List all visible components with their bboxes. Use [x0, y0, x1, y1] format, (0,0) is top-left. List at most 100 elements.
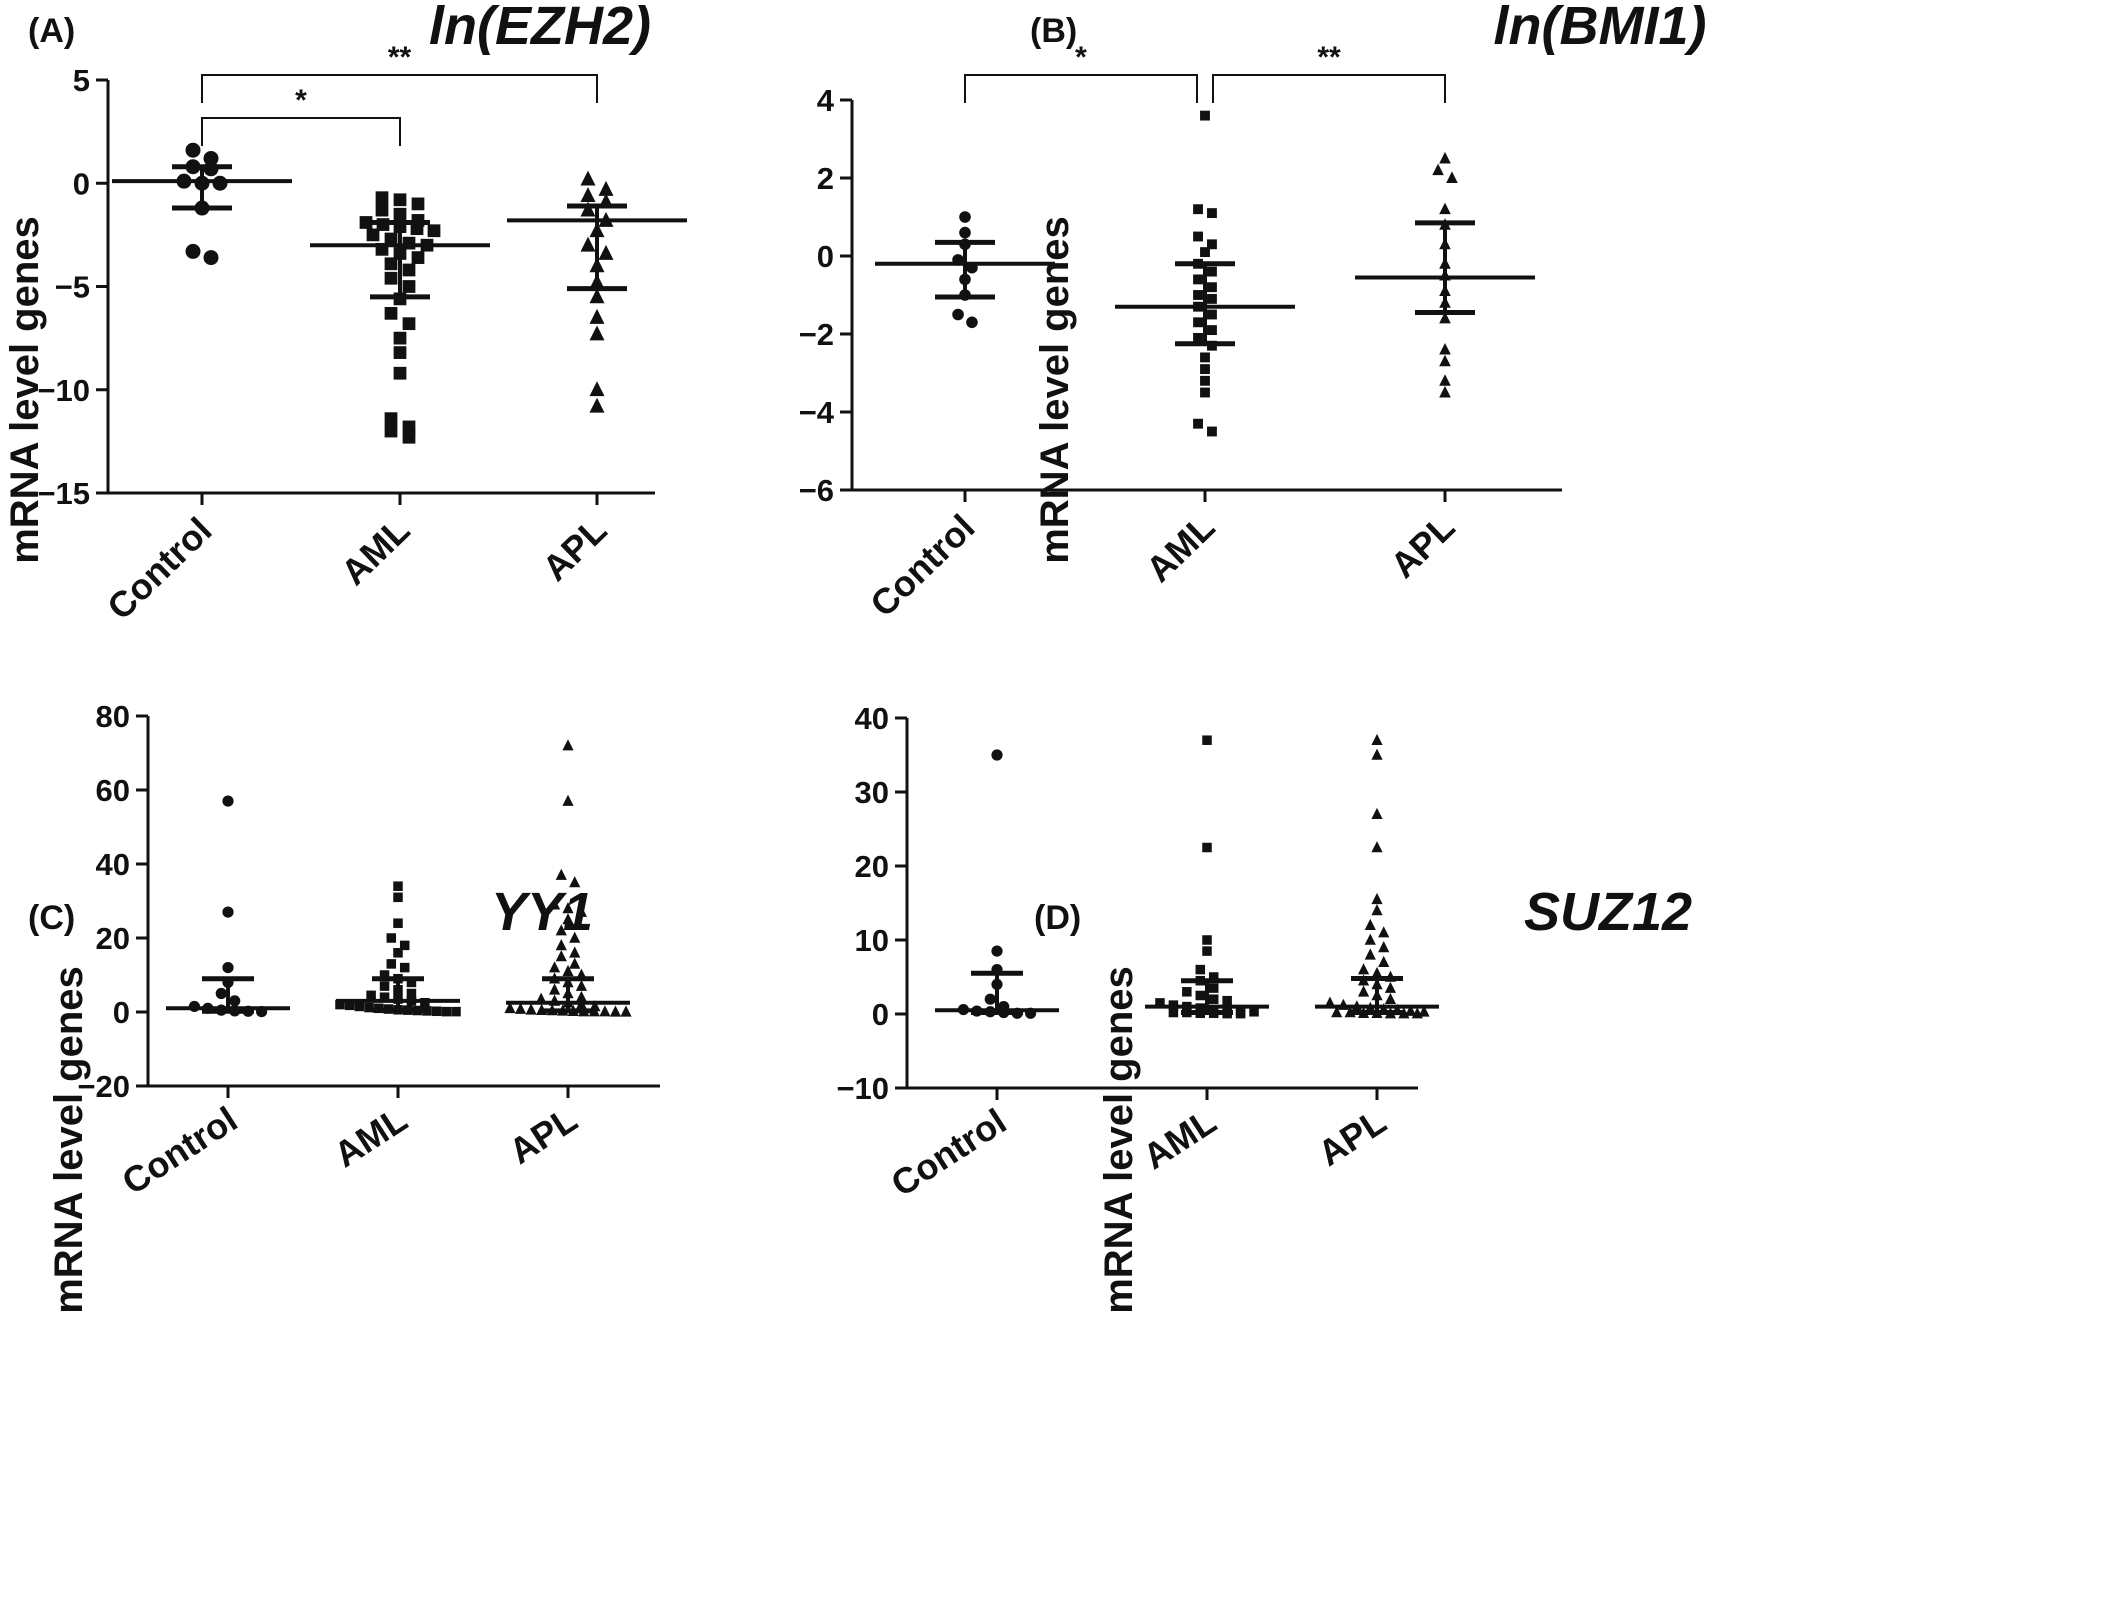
- chart-title: ln(EZH2): [429, 0, 651, 56]
- data-point: [589, 288, 605, 304]
- x-tick-label: APL: [1311, 1100, 1394, 1174]
- y-tick-label: 80: [96, 699, 130, 734]
- data-point: [562, 964, 574, 977]
- y-tick-label: 0: [73, 166, 90, 201]
- data-point: [569, 876, 581, 888]
- x-tick-label: Control: [862, 506, 983, 624]
- data-point: [589, 381, 605, 397]
- data-point: [406, 977, 417, 988]
- x-tick-label: APL: [534, 509, 614, 589]
- data-point: [580, 201, 596, 217]
- data-point: [402, 420, 416, 434]
- data-point: [555, 868, 567, 880]
- data-point: [411, 197, 425, 211]
- y-tick-label: 60: [96, 773, 130, 808]
- data-point: [1371, 748, 1383, 760]
- data-point: [399, 962, 410, 973]
- significance-bracket: [201, 74, 598, 103]
- y-tick-label: 40: [855, 701, 889, 736]
- y-tick-label: −4: [799, 395, 835, 430]
- data-point: [589, 308, 605, 324]
- x-tick-label: AML: [1138, 506, 1223, 590]
- data-point: [375, 191, 389, 205]
- y-tick-label: −5: [55, 270, 90, 305]
- data-point: [1207, 325, 1217, 336]
- chart-title: ln(BMI1): [1494, 0, 1707, 56]
- data-point: [1200, 110, 1210, 121]
- data-point: [393, 346, 407, 359]
- data-point: [598, 180, 614, 196]
- x-tick-label: AML: [327, 1098, 415, 1175]
- y-axis-label: mRNA level genes: [1033, 216, 1077, 564]
- y-tick-label: −15: [37, 476, 90, 511]
- y-tick-label: 20: [855, 849, 889, 884]
- data-point: [431, 1006, 442, 1017]
- panel-label: (C): [28, 899, 75, 937]
- data-point: [406, 988, 417, 999]
- y-tick-label: 10: [855, 923, 889, 958]
- data-point: [384, 306, 398, 320]
- data-point: [1364, 933, 1376, 945]
- data-point: [1357, 985, 1370, 997]
- x-tick-label: APL: [1382, 506, 1462, 586]
- data-point: [427, 224, 441, 238]
- data-point: [1439, 385, 1451, 398]
- data-point: [1432, 163, 1444, 176]
- data-point: [1207, 282, 1217, 293]
- data-point: [1202, 935, 1212, 945]
- data-point: [229, 995, 241, 1007]
- data-point: [588, 1005, 600, 1017]
- panel-b: (B) ln(BMI1) mRNA level genes 4 2 0 −2 −4 −6 C…: [799, 0, 1707, 625]
- data-point: [1193, 332, 1203, 343]
- data-point: [1371, 807, 1383, 819]
- x-tick-label: APL: [502, 1098, 585, 1172]
- data-point: [1398, 1007, 1410, 1019]
- y-tick-label: −10: [37, 373, 90, 408]
- data-point: [1168, 1007, 1179, 1018]
- data-point: [384, 271, 398, 285]
- data-point: [1384, 992, 1397, 1004]
- data-point: [402, 430, 416, 444]
- data-point: [1155, 998, 1165, 1008]
- data-point: [1193, 274, 1203, 285]
- data-point: [580, 170, 596, 186]
- data-point: [1207, 309, 1217, 320]
- data-point: [384, 412, 398, 426]
- data-point: [1378, 941, 1390, 953]
- data-point: [952, 308, 964, 321]
- data-point: [402, 280, 416, 293]
- data-point: [1207, 239, 1217, 250]
- data-point: [966, 316, 978, 329]
- data-point: [562, 739, 574, 751]
- data-point: [555, 939, 567, 951]
- data-point: [1202, 735, 1212, 745]
- data-point: [1200, 387, 1210, 398]
- y-tick-label: −20: [77, 1069, 130, 1104]
- data-point: [548, 898, 561, 910]
- data-point: [599, 1005, 611, 1017]
- data-point: [620, 1005, 632, 1017]
- data-point: [1193, 290, 1203, 300]
- y-tick-label: 4: [817, 83, 835, 118]
- data-point: [1193, 204, 1203, 215]
- data-point: [203, 250, 219, 266]
- significance-label: *: [1075, 41, 1087, 74]
- data-point: [1222, 995, 1232, 1006]
- significance-bracket: [1212, 74, 1446, 103]
- data-point: [589, 397, 605, 413]
- data-point: [1200, 375, 1210, 386]
- data-point: [1235, 1008, 1246, 1019]
- data-point: [344, 1000, 355, 1011]
- data-point: [359, 216, 373, 229]
- panel-label: (D): [1034, 899, 1081, 937]
- data-point: [364, 1002, 374, 1013]
- data-point: [575, 979, 588, 991]
- data-point: [185, 142, 201, 158]
- y-tick-label: −10: [836, 1071, 889, 1106]
- data-point: [366, 990, 376, 1001]
- data-point: [402, 317, 416, 331]
- panel-label: (B): [1030, 12, 1077, 50]
- data-point: [1371, 904, 1383, 916]
